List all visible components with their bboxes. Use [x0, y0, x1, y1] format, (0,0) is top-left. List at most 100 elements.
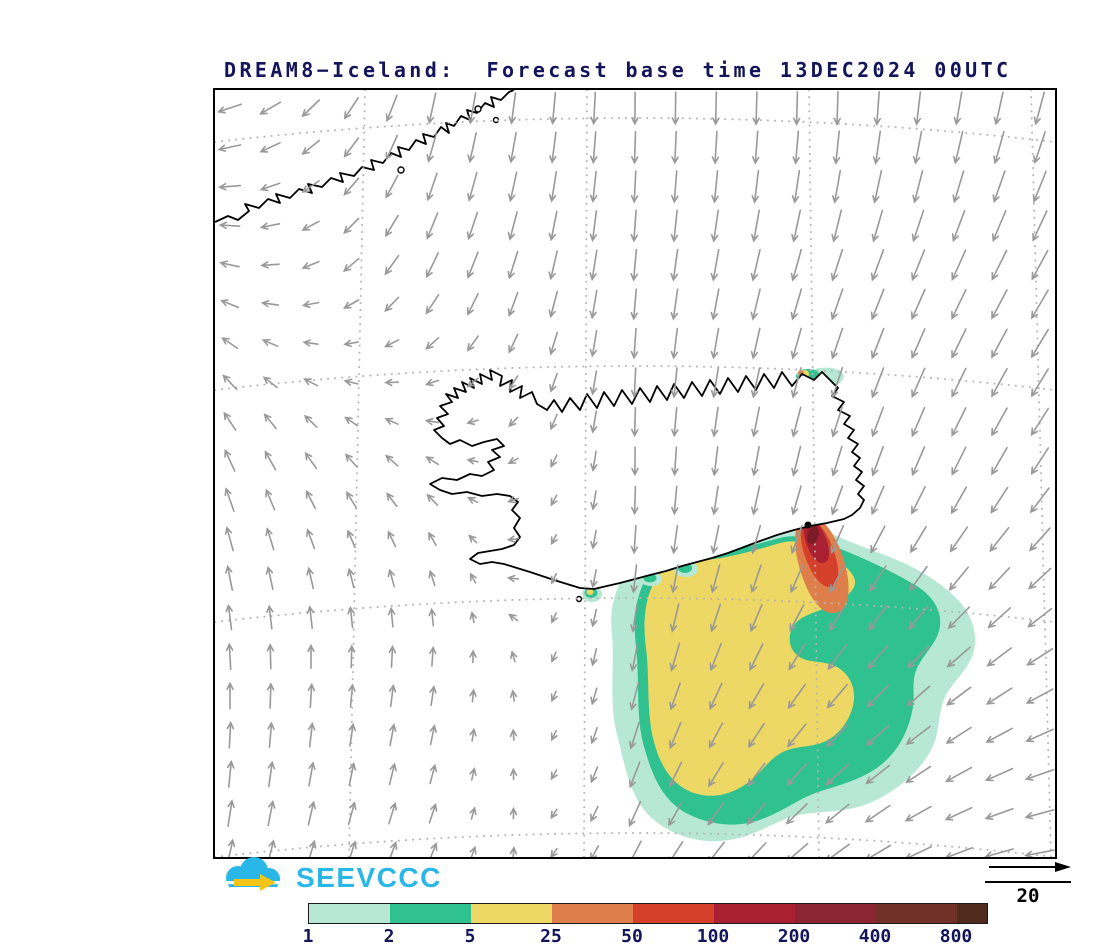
wind-vector	[751, 485, 761, 516]
wind-vector	[301, 180, 320, 193]
wind-vector	[668, 761, 683, 788]
wind-vector	[629, 682, 640, 711]
wind-vector	[709, 682, 723, 711]
wind-vector	[429, 842, 438, 857]
wind-vector	[628, 800, 642, 828]
wind-vector	[305, 489, 317, 510]
wind-vector	[951, 249, 967, 282]
wind-vector	[267, 721, 275, 748]
wind-vector	[671, 446, 679, 477]
forecast-map-canvas	[215, 90, 1055, 857]
colorbar-tick-label: 200	[777, 926, 811, 947]
wind-vector	[220, 299, 240, 309]
wind-vector	[590, 450, 598, 472]
wind-vector	[867, 644, 889, 670]
wind-vector	[348, 683, 356, 708]
wind-vector	[469, 767, 477, 781]
wind-vector	[866, 844, 892, 857]
wind-vector	[301, 99, 321, 118]
wind-vector	[791, 209, 802, 243]
wind-vector	[993, 131, 1005, 165]
wind-vector	[308, 761, 316, 787]
wind-vector	[469, 572, 477, 584]
wind-vector	[710, 327, 720, 360]
wind-vector	[548, 290, 559, 319]
wind-vector	[911, 209, 925, 243]
wind-vector	[590, 529, 598, 550]
wind-vector	[303, 378, 319, 387]
wind-vector	[671, 485, 679, 516]
wind-vector	[342, 299, 360, 309]
wind-vector	[629, 642, 639, 673]
wind-vector	[550, 573, 558, 585]
wind-vector	[791, 406, 802, 438]
wind-vector	[426, 172, 438, 202]
wind-vector	[225, 564, 234, 591]
wind-vector	[670, 367, 679, 399]
wind-vector	[589, 329, 598, 358]
wind-vector	[267, 799, 276, 827]
wind-vector	[631, 446, 639, 477]
wind-vector	[951, 288, 967, 320]
wind-vector	[549, 131, 557, 164]
wind-vector	[789, 604, 805, 632]
wind-vector	[1024, 849, 1055, 857]
wind-vector	[790, 564, 804, 594]
wind-vector	[589, 845, 600, 857]
wind-vector	[911, 249, 926, 282]
wind-vector	[787, 842, 809, 857]
graticule-line	[808, 90, 820, 857]
wind-vector	[343, 97, 359, 120]
wind-vector	[751, 446, 760, 477]
wind-vector	[424, 379, 440, 387]
wind-vector	[751, 209, 760, 243]
wind-vector	[348, 761, 357, 786]
wind-vector	[708, 841, 725, 857]
wind-vector	[263, 413, 277, 430]
wind-vector	[218, 221, 241, 230]
wind-vector	[747, 842, 767, 857]
wind-vector	[467, 171, 478, 202]
dust-spot-level-5	[586, 589, 594, 595]
wind-vector	[268, 839, 276, 857]
wind-vector	[384, 254, 400, 276]
wind-vector	[266, 682, 275, 709]
wind-vector	[590, 766, 599, 784]
wind-vector	[870, 525, 886, 554]
wind-vector	[387, 606, 396, 628]
wind-vector	[830, 367, 844, 399]
wind-vector	[944, 806, 973, 821]
wind-vector	[388, 683, 397, 708]
wind-vector	[550, 534, 558, 546]
wind-vector	[265, 527, 275, 551]
colorbar-segment-25	[552, 904, 633, 923]
wind-vector	[550, 769, 558, 781]
wind-vector	[710, 209, 719, 243]
wind-vector	[906, 685, 931, 707]
wind-vector	[304, 451, 318, 470]
wind-vector	[671, 406, 679, 438]
wind-vector	[506, 574, 520, 583]
wind-vector	[389, 723, 397, 747]
wind-vector	[825, 763, 849, 786]
wind-vector	[870, 249, 885, 282]
logo-wordmark: SEEVCCC	[296, 862, 442, 893]
wind-reference-legend: 20	[985, 858, 1071, 907]
wind-vector	[790, 524, 803, 555]
wind-vector	[466, 377, 479, 388]
wind-vector	[226, 681, 234, 710]
wind-vector	[833, 90, 841, 127]
wind-vector	[630, 209, 639, 243]
wind-vector	[224, 487, 235, 512]
wind-vector	[951, 209, 966, 243]
wind-vector	[590, 490, 598, 511]
wind-vector	[913, 91, 922, 126]
wind-vector	[590, 687, 598, 706]
wind-vector	[508, 171, 518, 203]
dust-source-core	[807, 526, 819, 544]
wind-vector	[227, 760, 235, 788]
wind-vector	[506, 535, 520, 543]
wind-vector	[871, 445, 884, 477]
colorbar-tick-label: 25	[540, 926, 562, 947]
wind-vector	[469, 845, 477, 857]
